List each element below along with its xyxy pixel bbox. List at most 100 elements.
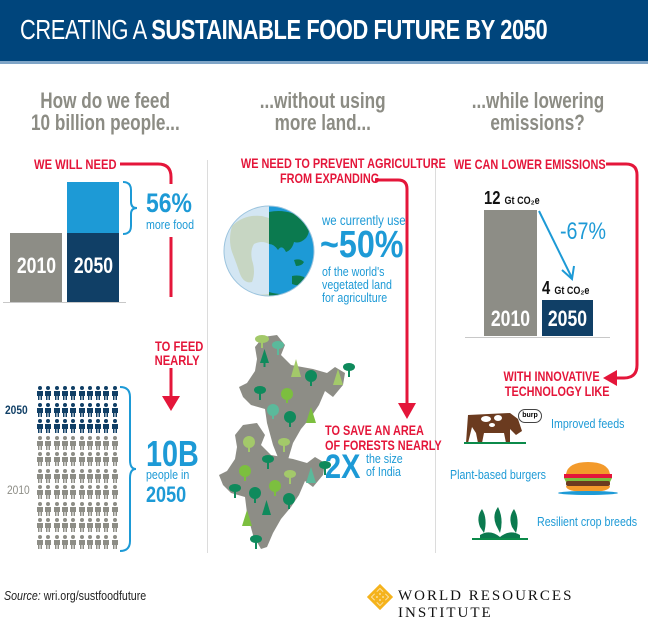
land-use-description: of the world's vegetated land for agricu… (322, 264, 392, 305)
person-icon (53, 518, 60, 532)
person-icon (37, 468, 43, 483)
person-icon (53, 534, 60, 549)
question-feed: How do we feed 10 billion people... (30, 88, 180, 135)
person-icon (37, 402, 43, 417)
person-icon (45, 534, 52, 549)
person-icon (78, 485, 85, 499)
person-icon (95, 402, 102, 417)
people-year-2010: 2010 (7, 483, 30, 497)
people-year-2050: 2050 (5, 403, 28, 417)
person-icon (103, 402, 110, 417)
title-bold: SUSTAINABLE FOOD FUTURE BY 2050 (151, 14, 548, 45)
person-icon (111, 534, 118, 549)
person-icon (103, 485, 110, 499)
burger-icon (558, 462, 618, 495)
person-icon (70, 468, 77, 483)
person-icon (53, 402, 60, 417)
person-icon (86, 386, 93, 400)
person-icon (86, 468, 93, 483)
person-icon (70, 485, 77, 499)
person-icon (45, 501, 52, 516)
person-icon (78, 501, 85, 516)
land-use-value: ~50% (320, 224, 404, 266)
person-icon (78, 419, 85, 433)
person-icon (78, 534, 85, 549)
question-emissions: ...while lowering emissions? (471, 88, 605, 135)
people-total-year: 2050 (146, 482, 187, 507)
person-icon (95, 386, 102, 400)
people-grid (36, 386, 120, 552)
person-icon (95, 485, 102, 499)
person-icon (45, 468, 52, 483)
person-icon (53, 386, 60, 400)
person-icon (103, 386, 110, 400)
callout-lower-emissions: WE CAN LOWER EMISSIONS (454, 156, 606, 172)
person-icon (103, 501, 110, 516)
person-icon (53, 501, 60, 516)
person-icon (45, 435, 52, 450)
food-increase-value: 56% (146, 188, 192, 218)
forest-multiple: 2X (325, 448, 361, 486)
callout-save-forests: TO SAVE AN AREA OF FORESTS NEARLY (325, 422, 442, 453)
tech-item-improved-feeds: Improved feeds (551, 416, 625, 431)
person-icon (86, 518, 93, 532)
person-icon (70, 435, 77, 450)
brace-icon (122, 181, 138, 235)
person-icon (86, 402, 93, 417)
emissions-2050-value: 4 Gt CO₂e (542, 278, 590, 298)
person-icon (86, 534, 93, 549)
emissions-bar-2050: 2050 (542, 300, 593, 336)
title-light: CREATING A (20, 14, 152, 45)
person-icon (37, 534, 43, 549)
food-bar-2050-increase (67, 182, 119, 233)
person-icon (53, 419, 60, 433)
person-icon (53, 435, 60, 450)
column-divider-1 (207, 160, 208, 553)
person-icon (86, 485, 93, 499)
person-icon (111, 386, 118, 400)
person-icon (111, 501, 118, 516)
person-icon (45, 452, 52, 466)
person-icon (61, 485, 68, 499)
person-icon (111, 452, 118, 466)
food-bar-2050: 2050 (67, 233, 119, 302)
callout-innovative-tech: WITH INNOVATIVE TECHNOLOGY LIKE (503, 368, 610, 399)
person-icon (70, 452, 77, 466)
person-icon (45, 386, 52, 400)
person-icon (111, 419, 118, 433)
person-icon (70, 534, 77, 549)
tech-item-plant-burgers: Plant-based burgers (450, 467, 547, 482)
person-icon (70, 386, 77, 400)
callout-prevent-expanding: WE NEED TO PREVENT AGRICULTURE FROM EXPA… (240, 155, 446, 186)
person-icon (95, 468, 102, 483)
land-use-prefix: we currently use (322, 212, 406, 228)
person-icon (86, 419, 93, 433)
question-land: ...without using more land... (260, 88, 386, 135)
person-icon (95, 501, 102, 516)
person-icon (103, 419, 110, 433)
header-banner: CREATING A SUSTAINABLE FOOD FUTURE BY 20… (0, 0, 648, 64)
person-icon (70, 518, 77, 532)
person-icon (37, 386, 43, 400)
person-icon (78, 402, 85, 417)
column-divider-2 (435, 160, 436, 553)
emissions-bar-2010: 2010 (484, 210, 537, 336)
person-icon (61, 468, 68, 483)
person-icon (37, 435, 43, 450)
person-icon (111, 485, 118, 499)
person-icon (61, 518, 68, 532)
wri-logo-icon (367, 584, 393, 610)
food-baseline (3, 302, 126, 303)
person-icon (61, 402, 68, 417)
person-icon (45, 419, 52, 433)
globe-icon (223, 205, 315, 297)
person-icon (103, 518, 110, 532)
person-icon (70, 419, 77, 433)
person-icon (111, 468, 118, 483)
emissions-baseline (465, 337, 610, 338)
person-icon (78, 435, 85, 450)
person-icon (103, 534, 110, 549)
person-icon (45, 518, 52, 532)
person-icon (111, 435, 118, 450)
